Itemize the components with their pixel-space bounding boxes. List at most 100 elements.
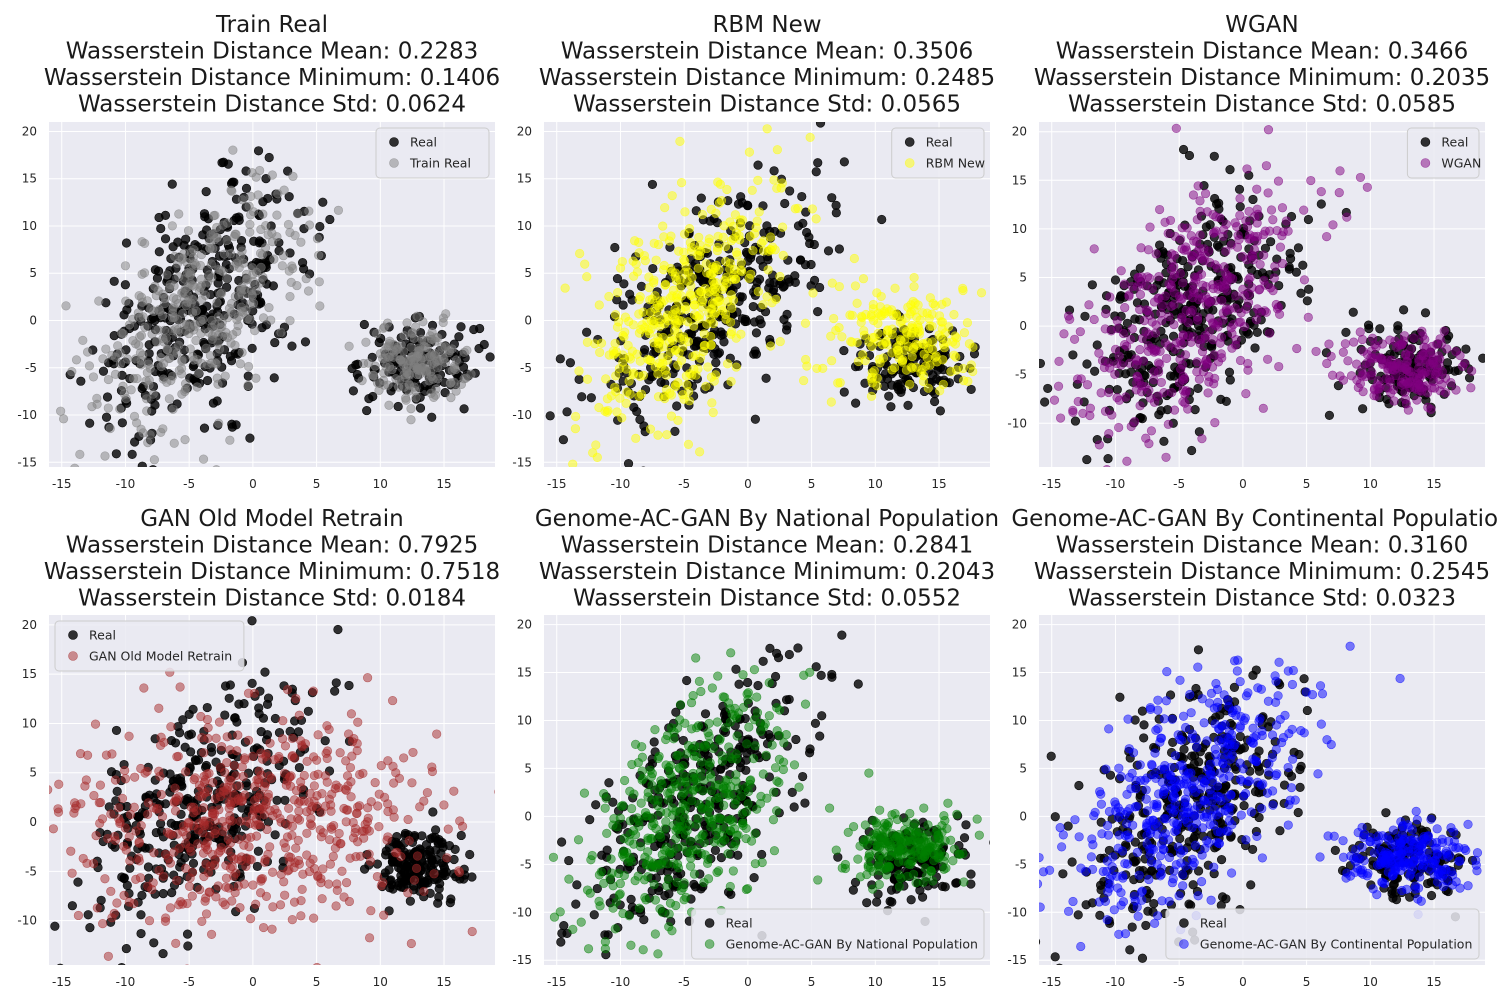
data-point [372, 871, 382, 882]
data-point [1210, 193, 1220, 204]
data-point [343, 805, 353, 815]
data-point [263, 230, 273, 240]
data-point [345, 762, 356, 773]
data-point [467, 926, 477, 937]
data-point [461, 373, 471, 383]
data-point [1263, 188, 1273, 198]
data-point [412, 851, 423, 861]
data-point [309, 913, 319, 923]
data-point [456, 322, 466, 332]
data-point [173, 258, 183, 268]
data-point [784, 649, 794, 660]
data-point [199, 748, 209, 758]
data-point [1184, 150, 1195, 161]
data-point [695, 353, 705, 363]
data-point [403, 814, 413, 825]
data-point [683, 336, 694, 347]
data-point [301, 274, 311, 284]
data-point [168, 371, 178, 381]
data-point [406, 938, 416, 949]
data-point [296, 783, 307, 793]
data-point [281, 780, 291, 790]
data-point [1178, 144, 1189, 155]
data-point [411, 863, 422, 873]
data-point [582, 327, 592, 337]
data-point [149, 455, 159, 465]
data-point [682, 675, 692, 686]
data-point [346, 709, 357, 719]
data-point [418, 317, 428, 327]
data-point [1103, 453, 1113, 464]
data-point [500, 937, 509, 946]
data-point [754, 274, 765, 284]
data-point [1221, 246, 1231, 256]
data-point [1299, 275, 1310, 285]
data-point [98, 354, 108, 364]
data-point [368, 370, 378, 380]
data-point [229, 231, 239, 242]
subplot-title-line: Wasserstein Distance Mean: 0.2283 [66, 39, 478, 65]
data-point [697, 209, 707, 220]
data-point [272, 795, 282, 805]
data-point [1378, 358, 1388, 369]
data-point [176, 369, 187, 379]
data-point [631, 433, 641, 443]
data-point [236, 306, 246, 317]
data-point [135, 873, 146, 883]
data-point [1175, 268, 1185, 279]
data-point [1170, 231, 1180, 241]
data-point [260, 854, 270, 865]
scatter-points [1039, 123, 1485, 467]
data-point [1166, 301, 1176, 311]
data-point [391, 374, 401, 384]
data-point [837, 630, 847, 640]
data-point [1107, 410, 1117, 420]
data-point [366, 906, 376, 916]
data-point [168, 313, 178, 323]
data-point [753, 175, 763, 185]
data-point [758, 246, 769, 256]
data-point [348, 833, 359, 843]
data-point [233, 730, 243, 740]
data-point [1248, 255, 1258, 265]
data-point [683, 267, 693, 277]
data-point [648, 263, 658, 274]
data-point [66, 846, 76, 856]
y-tick-label: -10 [512, 905, 532, 919]
data-point [911, 339, 921, 349]
data-point [332, 885, 342, 895]
data-point [97, 814, 108, 824]
data-point [111, 449, 121, 459]
data-point [867, 333, 877, 343]
x-tick-label: -5 [183, 975, 195, 989]
data-point [695, 274, 705, 284]
data-point [268, 281, 278, 291]
data-point [170, 806, 181, 816]
data-point [186, 729, 196, 739]
data-point [571, 899, 581, 909]
data-point [645, 295, 655, 305]
data-point [335, 748, 345, 758]
data-point [1451, 385, 1461, 395]
data-point [256, 876, 266, 886]
subplot-title-line: Wasserstein Distance Mean: 0.2841 [561, 533, 973, 559]
data-point [314, 250, 324, 260]
data-point [909, 281, 919, 292]
data-point [308, 686, 318, 696]
data-point [570, 424, 581, 434]
data-point [211, 892, 221, 902]
data-point [622, 387, 632, 397]
data-point [243, 361, 254, 372]
data-point [728, 295, 739, 305]
data-point [699, 329, 709, 339]
data-point [1169, 261, 1179, 272]
data-point [401, 395, 411, 405]
data-point [1200, 331, 1210, 341]
data-point [50, 921, 60, 931]
data-point [1306, 175, 1316, 186]
data-point [1255, 259, 1265, 270]
data-point [419, 886, 429, 897]
data-point [766, 341, 776, 351]
data-point [286, 814, 296, 824]
